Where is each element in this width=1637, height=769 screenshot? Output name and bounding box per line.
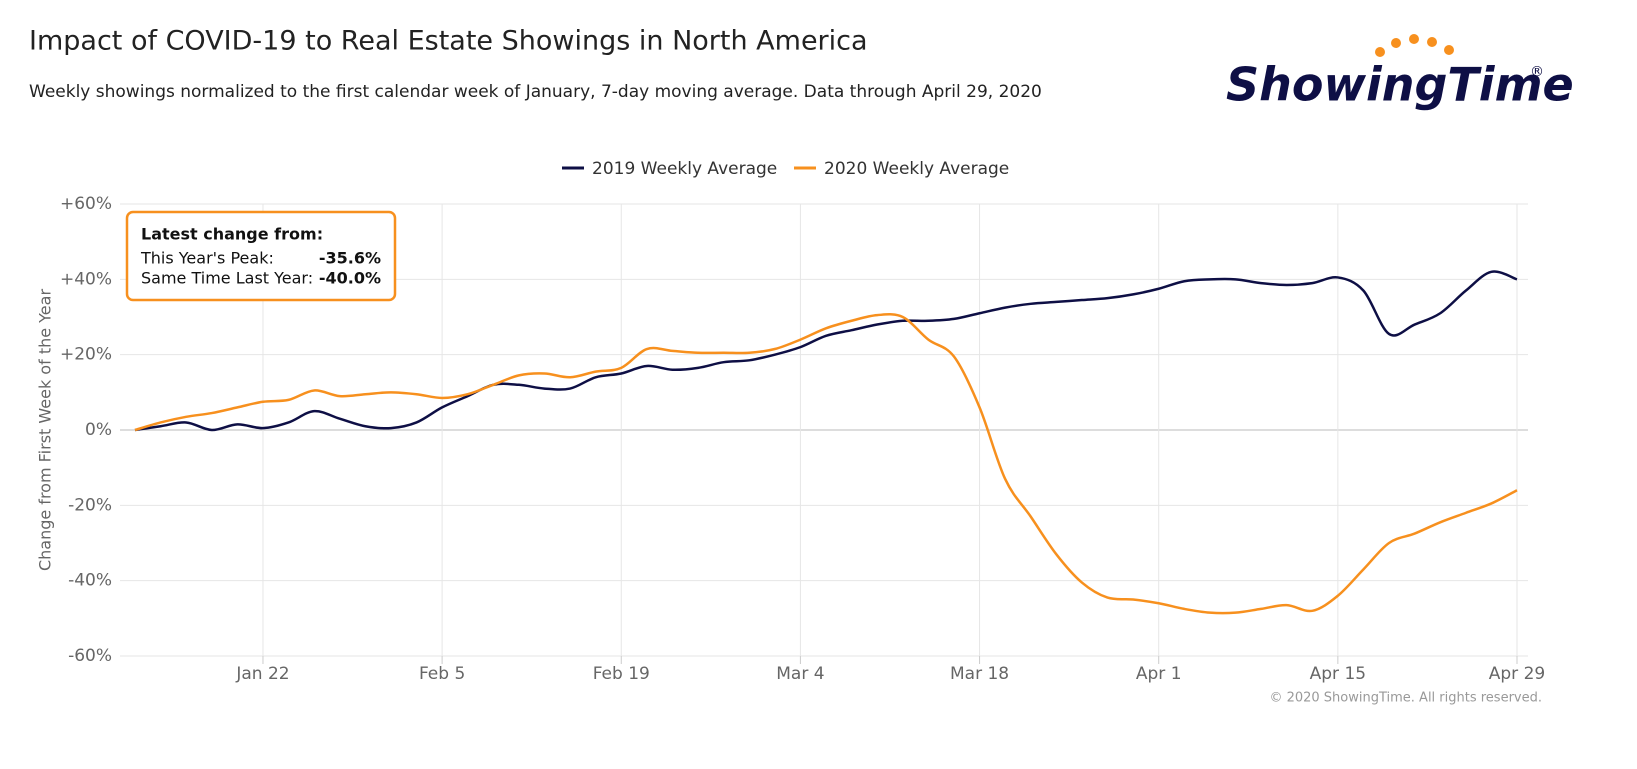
x-tick-label: Feb 19 bbox=[593, 664, 650, 684]
annotation-label: Same Time Last Year: bbox=[141, 269, 313, 288]
y-tick-label: +60% bbox=[60, 194, 112, 214]
logo-text: ShowingTime bbox=[1226, 58, 1574, 112]
logo: ShowingTime ® bbox=[1226, 34, 1574, 112]
y-tick-label: +40% bbox=[60, 269, 112, 289]
x-tick-label: Mar 4 bbox=[776, 664, 824, 684]
series-line bbox=[134, 270, 1518, 432]
annotation-label: This Year's Peak: bbox=[140, 249, 274, 268]
chart-title: Impact of COVID-19 to Real Estate Showin… bbox=[29, 26, 868, 57]
y-tick-label: +20% bbox=[60, 345, 112, 365]
x-tick-label: Mar 18 bbox=[950, 664, 1009, 684]
chart-subtitle: Weekly showings normalized to the first … bbox=[29, 82, 1042, 102]
logo-dot bbox=[1427, 37, 1437, 47]
x-tick-label: Apr 15 bbox=[1310, 664, 1366, 684]
legend-label: 2020 Weekly Average bbox=[824, 159, 1009, 179]
y-tick-label: -40% bbox=[68, 571, 112, 591]
x-tick-label: Apr 29 bbox=[1489, 664, 1545, 684]
logo-dot bbox=[1391, 38, 1401, 48]
annotation-box bbox=[125, 210, 397, 302]
y-tick-label: -20% bbox=[68, 495, 112, 515]
annotation-title: Latest change from: bbox=[141, 225, 323, 244]
legend-label: 2019 Weekly Average bbox=[592, 159, 777, 179]
x-tick-label: Apr 1 bbox=[1136, 664, 1182, 684]
series-line bbox=[134, 313, 1518, 615]
x-tick-label: Feb 5 bbox=[419, 664, 465, 684]
copyright: © 2020 ShowingTime. All rights reserved. bbox=[1269, 691, 1542, 706]
y-tick-label: -60% bbox=[68, 646, 112, 666]
logo-mark: ® bbox=[1530, 64, 1544, 80]
y-axis-title: Change from First Week of the Year bbox=[36, 289, 55, 571]
annotation-value: -35.6% bbox=[319, 249, 381, 268]
annotation-value: -40.0% bbox=[319, 269, 381, 288]
logo-dot bbox=[1444, 45, 1454, 55]
x-tick-label: Jan 22 bbox=[235, 664, 289, 684]
logo-dot bbox=[1409, 34, 1419, 44]
logo-dot bbox=[1375, 47, 1385, 57]
y-tick-label: 0% bbox=[85, 420, 112, 440]
